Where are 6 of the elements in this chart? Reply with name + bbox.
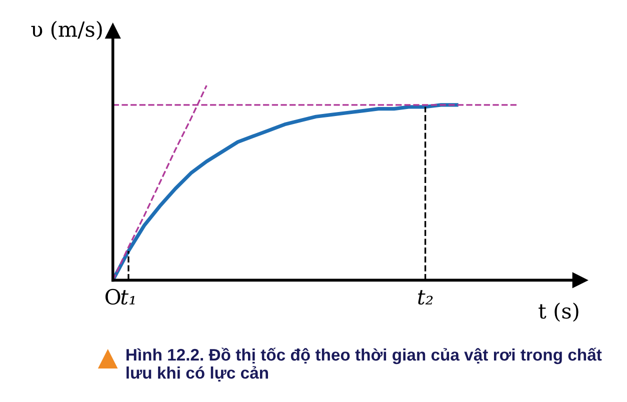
- x-tick-label: t₁: [121, 290, 135, 305]
- text: Hình 12.2. Đồ thị tốc độ theo thời gian của vật rơi trong chất lưu khi có lực cản: [126, 348, 602, 382]
- y-axis-title: υ (m/s): [31, 20, 102, 40]
- x-axis-title: t (s): [538, 302, 578, 322]
- x-tick-label: O: [105, 288, 120, 305]
- x-tick-label: t₂: [418, 290, 433, 305]
